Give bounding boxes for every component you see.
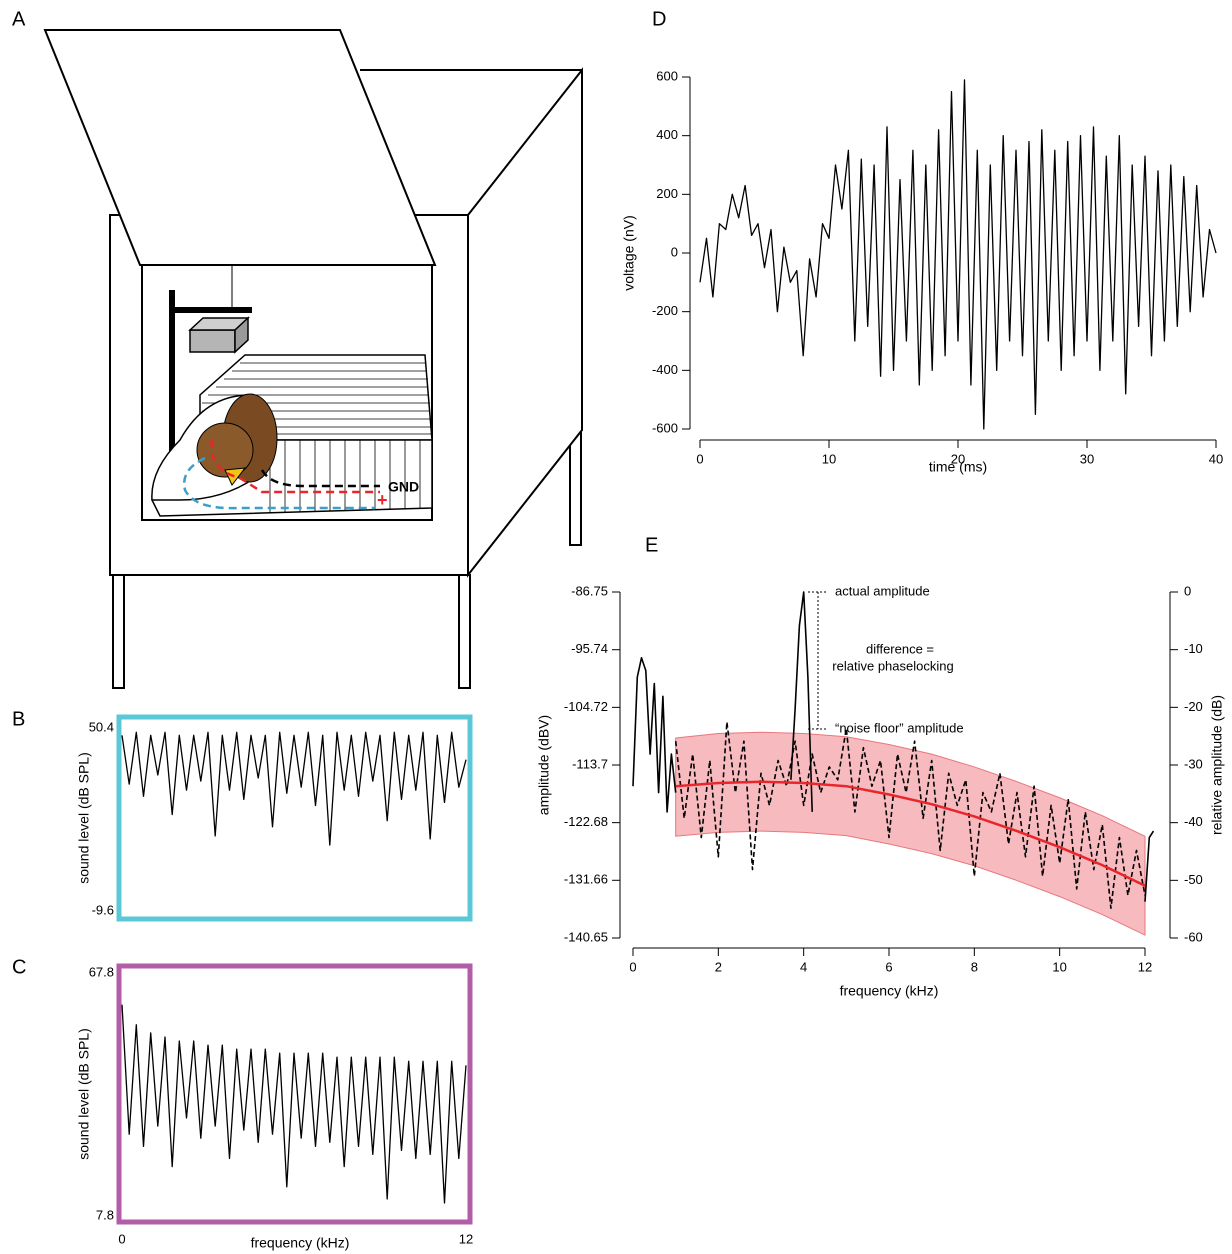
- leg: [569, 429, 582, 546]
- panel-label: B: [12, 708, 25, 730]
- ground-wire: [260, 469, 380, 488]
- y-tick-label: -95.74: [571, 641, 608, 656]
- x-tick-label: 10: [1052, 959, 1066, 974]
- x-tick-label: 10: [822, 451, 836, 466]
- beak: [224, 467, 247, 486]
- setup: [151, 265, 433, 517]
- x-tick-label: 0: [629, 959, 636, 974]
- y2-tick-label: -20: [1184, 699, 1203, 714]
- y-tick-label: -9.6: [92, 902, 114, 917]
- x-tick-label: 30: [1080, 451, 1094, 466]
- y-tick-label: 67.8: [89, 964, 114, 979]
- x-tick-label: 0: [696, 451, 703, 466]
- lid: [43, 29, 437, 266]
- side-wall: [467, 67, 583, 578]
- signal-line: [121, 1004, 467, 1204]
- x-tick-label: 20: [951, 451, 965, 466]
- annotation: actual amplitude: [835, 583, 930, 598]
- gnd-label: GND: [388, 479, 419, 495]
- x-tick-label: 4: [800, 959, 807, 974]
- y-tick-label: 200: [656, 186, 678, 201]
- y-tick-label: 400: [656, 127, 678, 142]
- series-line: [675, 780, 1146, 887]
- y-tick-label: 600: [656, 68, 678, 83]
- x-axis-label: frequency (kHz): [840, 983, 939, 999]
- plus-label: +: [377, 490, 388, 510]
- annotation: difference =: [866, 641, 934, 656]
- y2-tick-label: -30: [1184, 756, 1203, 771]
- y-tick-label: -113.7: [572, 756, 608, 771]
- frame: [116, 714, 473, 922]
- bird-head: [196, 422, 254, 478]
- x-tick-label: 40: [1209, 451, 1223, 466]
- frame: [116, 963, 473, 1225]
- panel-label: E: [645, 534, 658, 556]
- x-axis-label: frequency (kHz): [251, 1235, 350, 1251]
- x-tick-label: 6: [885, 959, 892, 974]
- x-axis-label: time (ms): [929, 459, 987, 475]
- panel-label: A: [12, 8, 26, 30]
- y2-tick-label: -10: [1184, 641, 1203, 656]
- x-tick-label: 12: [1138, 959, 1152, 974]
- y-tick-label: -400: [652, 362, 678, 377]
- leg: [458, 574, 471, 689]
- x-tick-label: 12: [459, 1231, 473, 1246]
- y-axis-label: amplitude (dBV): [536, 715, 552, 815]
- y-tick-label: 50.4: [89, 719, 114, 734]
- speaker-side: [234, 316, 249, 354]
- x-tick-label: 2: [715, 959, 722, 974]
- y-axis-label: sound level (dB SPL): [76, 752, 92, 884]
- x-tick-label: 8: [971, 959, 978, 974]
- blue-wire: [182, 456, 375, 510]
- y-tick-label: -122.68: [564, 814, 608, 829]
- y-tick-label: -600: [652, 420, 678, 435]
- x-tick-label: 0: [118, 1231, 125, 1246]
- y-tick-label: -104.72: [564, 699, 608, 714]
- y2-tick-label: -60: [1184, 929, 1203, 944]
- annotation: “noise floor” amplitude: [835, 720, 964, 735]
- panel-label: C: [12, 956, 26, 978]
- panel-label: D: [652, 8, 666, 30]
- y-tick-label: 0: [671, 244, 678, 259]
- y-tick-label: -140.65: [564, 929, 608, 944]
- y-tick-label: -131.66: [564, 872, 608, 887]
- y-axis-label: sound level (dB SPL): [76, 1028, 92, 1160]
- series-line: [674, 721, 1146, 909]
- annotation: relative phaselocking: [832, 658, 953, 673]
- y2-tick-label: 0: [1184, 583, 1191, 598]
- y-tick-label: -86.75: [571, 583, 608, 598]
- signal-line: [699, 79, 1217, 430]
- leg: [112, 574, 125, 689]
- series-line: [632, 591, 1155, 902]
- signal-line: [121, 731, 467, 846]
- annotation-bracket: [808, 591, 828, 730]
- speaker: [189, 329, 236, 353]
- y2-axis-label: relative amplitude (dB): [1209, 695, 1225, 835]
- y2-tick-label: -50: [1184, 872, 1203, 887]
- y-axis-label: voltage (nV): [621, 215, 637, 290]
- y-tick-label: -200: [652, 303, 678, 318]
- y-tick-label: 7.8: [96, 1207, 114, 1222]
- y2-tick-label: -40: [1184, 814, 1203, 829]
- red-wire: [210, 439, 380, 494]
